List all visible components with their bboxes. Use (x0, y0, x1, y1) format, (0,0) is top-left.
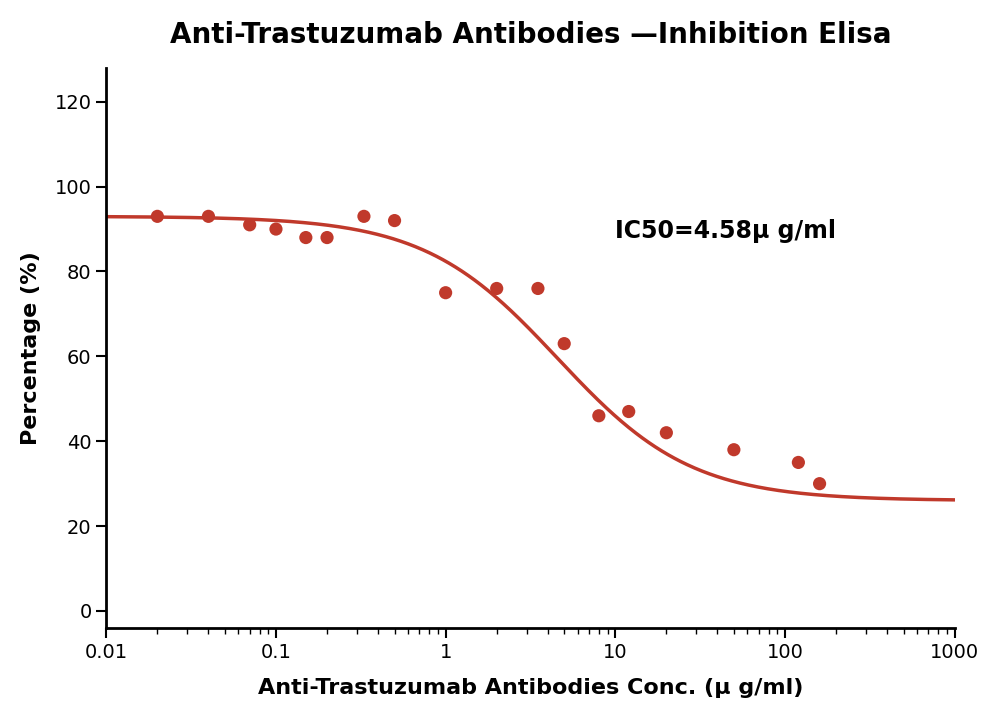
Point (268, 224, 284, 235)
Point (621, 406, 637, 417)
Point (356, 211, 372, 222)
Point (591, 410, 607, 421)
Point (726, 444, 742, 455)
Point (530, 283, 546, 294)
Point (658, 427, 674, 439)
Point (387, 215, 403, 226)
Point (438, 287, 454, 298)
Point (319, 232, 335, 243)
Point (200, 211, 216, 222)
Y-axis label: Percentage (%): Percentage (%) (21, 251, 41, 445)
Point (489, 283, 505, 294)
Point (149, 211, 165, 222)
Point (298, 232, 314, 243)
X-axis label: Anti-Trastuzumab Antibodies Conc. (μ g/ml): Anti-Trastuzumab Antibodies Conc. (μ g/m… (258, 678, 803, 698)
Point (242, 219, 258, 231)
Point (812, 478, 828, 490)
Text: IC50=4.58μ g/ml: IC50=4.58μ g/ml (615, 219, 836, 243)
Point (556, 338, 572, 349)
Point (790, 457, 806, 468)
Title: Anti-Trastuzumab Antibodies —Inhibition Elisa: Anti-Trastuzumab Antibodies —Inhibition … (170, 21, 891, 49)
